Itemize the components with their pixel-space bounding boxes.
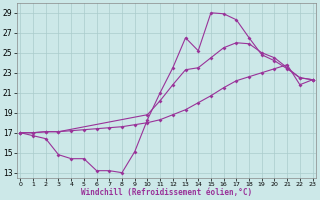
X-axis label: Windchill (Refroidissement éolien,°C): Windchill (Refroidissement éolien,°C) <box>81 188 252 197</box>
